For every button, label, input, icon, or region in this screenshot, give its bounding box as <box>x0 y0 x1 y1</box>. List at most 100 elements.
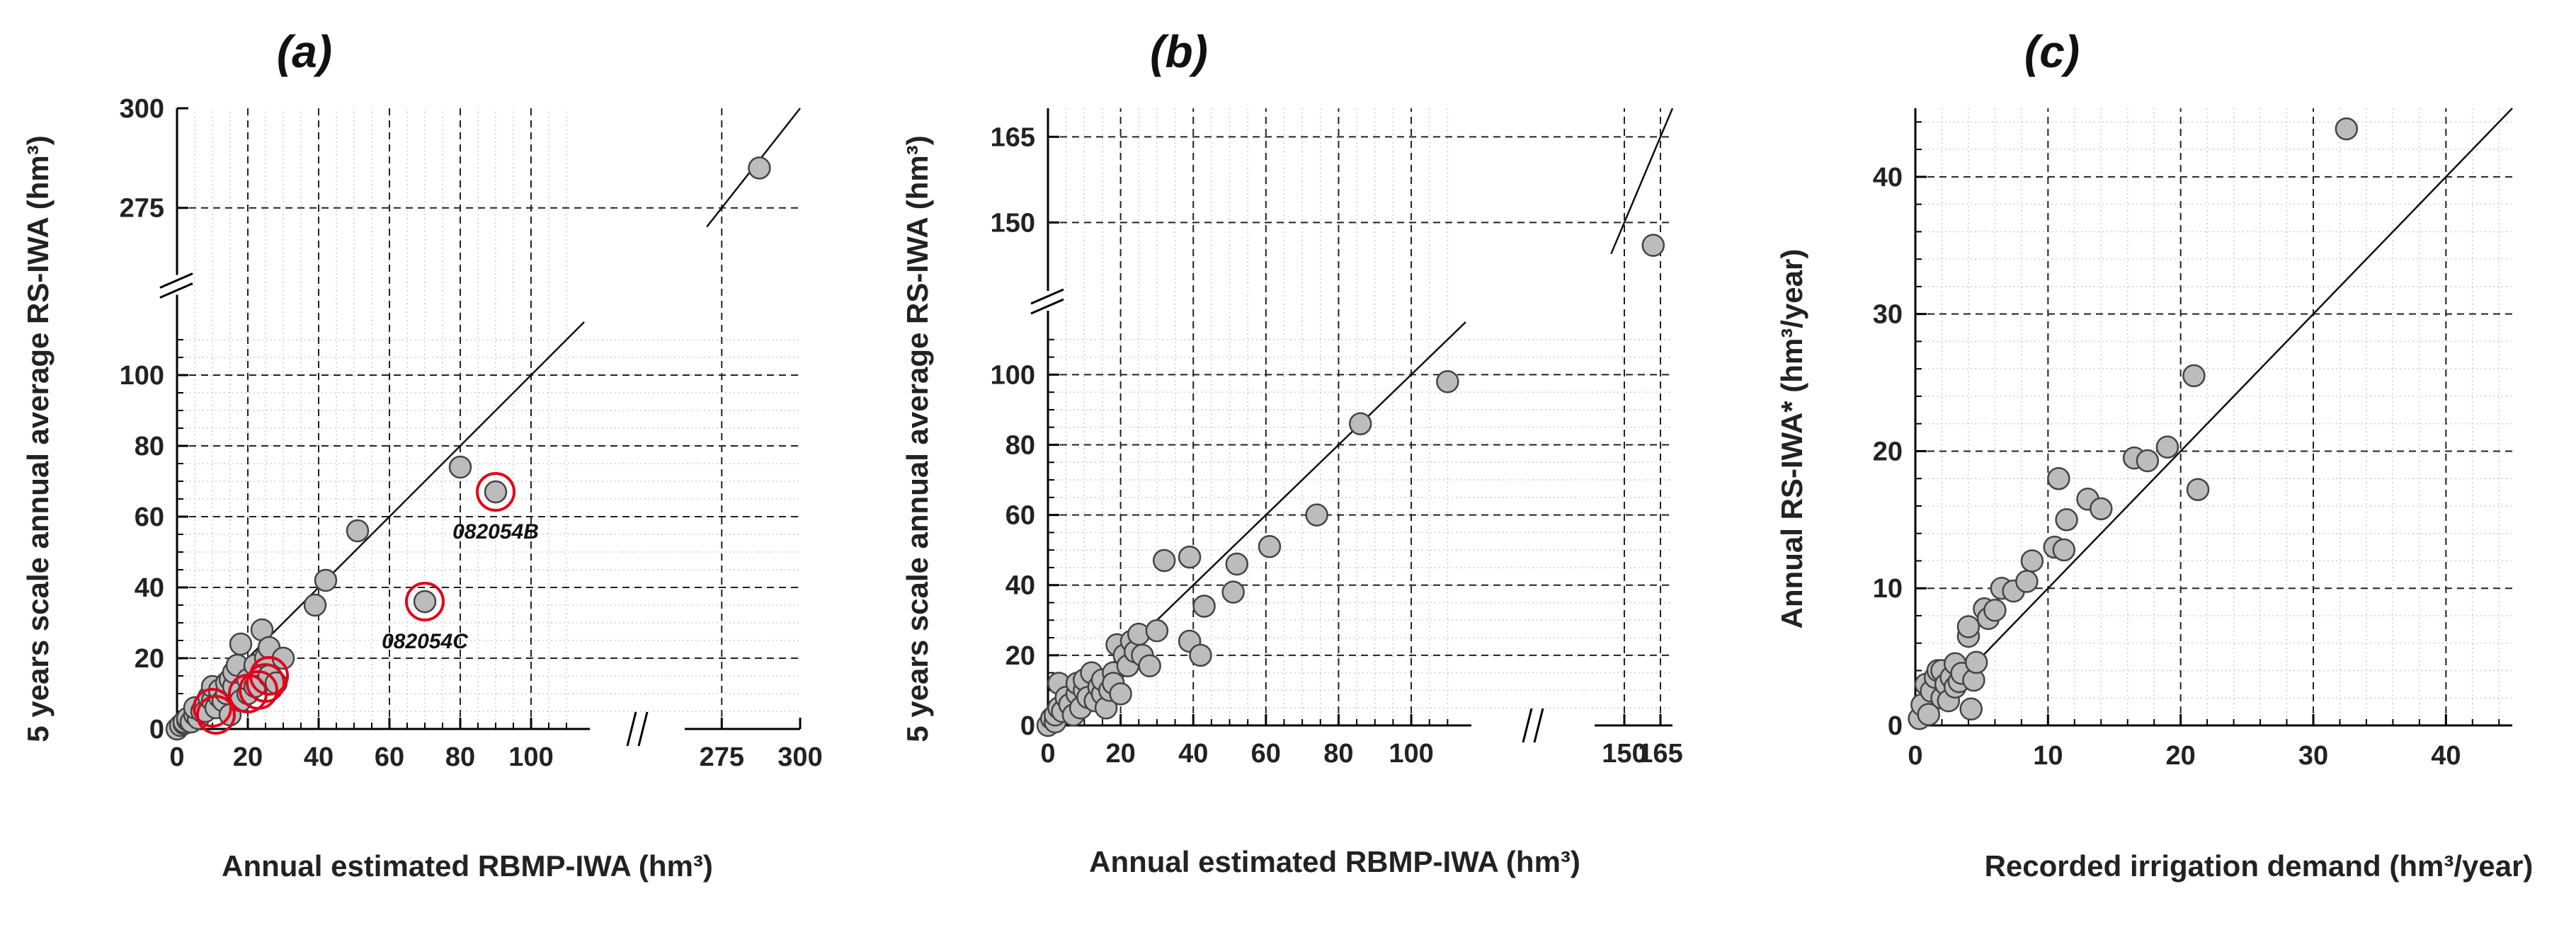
a-annotation-label: 082054B <box>452 520 539 544</box>
panel-b-ylabel: 5 years scale annual average RS-IWA (hm³… <box>901 135 934 742</box>
panel-c-xlabel: Recorded irrigation demand (hm³/year) <box>1985 849 2534 883</box>
panel-c-title: (c) <box>2024 26 2080 77</box>
c-y-tick-label: 0 <box>1888 711 1903 741</box>
a-x-tick-label: 80 <box>445 742 475 772</box>
panel-b-grid <box>1048 108 1672 725</box>
panel-a-annotations: 082054B 082054C <box>382 520 539 653</box>
c-y-tick-label: 20 <box>1873 437 1903 466</box>
b-identity-line-upper <box>1610 108 1674 255</box>
c-data-point <box>2052 538 2076 562</box>
panel-a: (a) 0 20 40 60 80 100 275 300 0 20 40 60 80 100 275 300… <box>21 26 823 883</box>
b-y-tick-label: 0 <box>1020 711 1035 741</box>
c-data-point <box>1917 703 1940 726</box>
c-data-point <box>2020 549 2044 573</box>
b-x-tick-label: 20 <box>1105 739 1135 769</box>
a-y-tick-label: 300 <box>120 94 164 124</box>
a-x-tick-label: 60 <box>375 742 404 772</box>
a-y-tick-label: 60 <box>135 502 164 532</box>
c-data-point <box>1956 615 1981 638</box>
b-data-point <box>1221 580 1245 604</box>
a-data-point <box>346 519 370 543</box>
b-data-point <box>1641 234 1665 257</box>
panel-a-axes <box>159 107 802 747</box>
b-x-tick-label: 60 <box>1251 739 1281 769</box>
b-y-tick-label: 100 <box>991 360 1035 390</box>
b-x-tick-label: 150 <box>1602 739 1646 769</box>
a-highlight-ring <box>249 656 289 696</box>
panel-c-points <box>1908 117 2359 730</box>
c-data-point <box>2055 508 2078 532</box>
panel-a-title: (a) <box>277 26 332 77</box>
c-x-tick-label: 40 <box>2431 741 2461 771</box>
a-highlight-ring <box>193 688 232 728</box>
b-data-point <box>1109 682 1132 706</box>
a-x-break-mark <box>626 711 637 747</box>
b-data-point <box>1305 503 1328 527</box>
c-x-tick-label: 20 <box>2166 741 2196 771</box>
c-data-point <box>1983 598 2007 622</box>
c-data-point <box>2136 449 2160 473</box>
b-data-point <box>1258 534 1282 558</box>
b-x-tick-label: 40 <box>1178 739 1208 769</box>
b-x-tick-label: 80 <box>1323 739 1353 769</box>
a-highlight-ring <box>196 695 236 735</box>
c-data-point <box>2186 478 2210 501</box>
c-data-point <box>2015 570 2039 593</box>
c-data-point <box>2155 435 2179 459</box>
b-y-tick-label: 60 <box>1005 501 1035 531</box>
b-data-point <box>1225 552 1249 576</box>
panel-b-axes <box>1030 108 1672 743</box>
c-x-tick-label: 10 <box>2033 741 2063 771</box>
c-data-point <box>1959 697 1983 720</box>
a-highlight-ring <box>405 582 445 621</box>
a-x-tick-label: 275 <box>700 742 744 772</box>
c-data-point <box>2090 497 2113 521</box>
b-data-point <box>1436 370 1459 394</box>
b-x-tick-label: 100 <box>1389 739 1433 769</box>
b-x-break-mark <box>1522 708 1533 743</box>
a-x-tick-label: 0 <box>169 742 184 772</box>
a-data-point <box>314 568 338 592</box>
c-y-tick-label: 10 <box>1873 574 1903 604</box>
a-data-point <box>448 455 472 479</box>
b-data-point <box>1189 643 1212 667</box>
b-y-break-mark <box>1030 298 1064 315</box>
a-highlight-ring <box>239 670 278 710</box>
a-data-point <box>303 593 327 617</box>
b-data-point <box>1138 654 1161 677</box>
a-x-tick-label: 40 <box>304 742 334 772</box>
a-y-tick-label: 0 <box>149 715 164 745</box>
c-identity-line <box>1915 108 2513 726</box>
b-y-tick-label: 165 <box>991 122 1035 152</box>
c-x-tick-label: 0 <box>1908 741 1922 771</box>
panel-a-points <box>165 156 771 741</box>
b-data-point <box>1178 545 1202 569</box>
panel-b-xlabel: Annual estimated RBMP-IWA (hm³) <box>1089 845 1580 878</box>
panel-c-ylabel: Annual RS-IWA* (hm³/year) <box>1775 249 1808 629</box>
b-data-point <box>1348 412 1372 435</box>
c-y-tick-label: 30 <box>1873 300 1903 330</box>
a-y-tick-label: 80 <box>135 432 164 461</box>
a-x-tick-label: 20 <box>233 742 263 772</box>
panel-b-title: (b) <box>1150 26 1208 77</box>
a-x-tick-label: 100 <box>508 742 553 772</box>
b-y-tick-label: 150 <box>991 208 1035 238</box>
c-x-tick-label: 30 <box>2298 741 2328 771</box>
panel-a-ylabel: 5 years scale annual average RS-IWA (hm³… <box>21 135 55 742</box>
a-data-point <box>748 156 771 180</box>
b-y-tick-label: 40 <box>1005 571 1035 601</box>
panel-c-tick-labels: 0 10 20 30 40 0 10 20 30 40 <box>1873 163 2461 771</box>
panel-a-tick-labels: 0 20 40 60 80 100 275 300 0 20 40 60 80 100 275 300 <box>120 94 823 772</box>
a-annotation-label: 082054C <box>382 630 469 653</box>
c-data-point <box>1964 650 1988 674</box>
c-data-point <box>2335 117 2359 141</box>
a-highlight-ring <box>246 663 285 703</box>
a-y-tick-label: 20 <box>135 644 164 674</box>
b-data-point <box>1145 619 1169 643</box>
panel-b: (b) 0 20 40 60 80 100 150165020406080100150165… <box>901 26 1683 878</box>
panel-c-identity-line <box>1915 108 2513 726</box>
c-y-tick-label: 40 <box>1873 163 1903 193</box>
a-highlight-ring <box>476 472 515 512</box>
